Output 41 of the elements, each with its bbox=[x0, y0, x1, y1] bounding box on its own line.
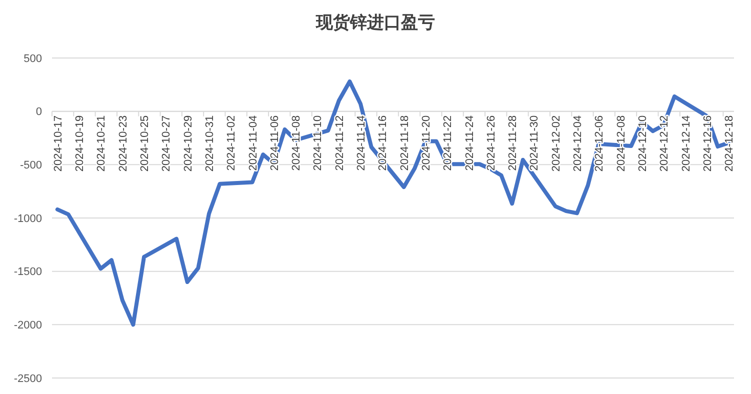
x-tick-label: 2024-10-17 bbox=[52, 115, 64, 172]
x-tick-label: 2024-12-08 bbox=[615, 115, 628, 172]
x-tick-label: 2024-10-23 bbox=[117, 115, 130, 172]
x-tick-label: 2024-10-19 bbox=[74, 115, 86, 172]
y-tick-label: -500 bbox=[20, 160, 42, 172]
x-tick-label: 2024-10-29 bbox=[182, 115, 194, 172]
x-tick-label: 2024-11-30 bbox=[528, 115, 541, 171]
x-tick-label: 2024-12-02 bbox=[550, 115, 562, 172]
x-tick-label: 2024-11-04 bbox=[247, 115, 260, 171]
x-tick-label: 2024-12-12 bbox=[658, 115, 671, 172]
x-tick-label: 2024-11-24 bbox=[464, 115, 476, 171]
x-tick-label: 2024-10-31 bbox=[204, 115, 216, 172]
x-tick-label: 2024-12-16 bbox=[702, 115, 714, 172]
line-series bbox=[55, 79, 731, 327]
x-tick-label: 2024-11-16 bbox=[377, 115, 390, 171]
x-tick-label: 2024-11-18 bbox=[398, 115, 411, 171]
y-tick-label: 0 bbox=[36, 106, 42, 118]
x-tick-label: 2024-11-12 bbox=[334, 115, 346, 171]
chart-title: 现货锌进口盈亏 bbox=[315, 13, 435, 32]
y-tick-label: -1000 bbox=[14, 212, 42, 225]
y-tick-label: -1500 bbox=[14, 266, 42, 278]
x-tick-label: 2024-10-21 bbox=[96, 115, 108, 172]
x-tick-label: 2024-12-18 bbox=[724, 115, 736, 172]
x-tick-label: 2024-11-22 bbox=[442, 115, 454, 171]
x-tick-label: 2024-11-06 bbox=[268, 115, 281, 171]
x-tick-label: 2024-12-14 bbox=[680, 115, 692, 172]
y-tick-label: -2500 bbox=[14, 372, 42, 385]
x-tick-label: 2024-12-04 bbox=[572, 115, 584, 172]
x-tick-label: 2024-12-10 bbox=[636, 115, 649, 172]
x-tick-label: 2024-11-08 bbox=[290, 115, 303, 171]
x-tick-label: 2024-10-27 bbox=[160, 115, 173, 172]
x-tick-label: 2024-12-06 bbox=[594, 115, 606, 172]
x-tick-label: 2024-11-10 bbox=[312, 115, 324, 171]
y-tick-label: 500 bbox=[24, 52, 42, 65]
x-tick-label: 2024-11-02 bbox=[226, 115, 238, 171]
x-tick-label: 2024-11-14 bbox=[356, 115, 368, 171]
x-tick-label: 2024-10-25 bbox=[139, 115, 152, 172]
x-tick-label: 2024-11-20 bbox=[420, 115, 432, 171]
x-tick-label: 2024-11-28 bbox=[507, 115, 520, 171]
y-tick-label: -2000 bbox=[14, 320, 42, 332]
x-tick-label: 2024-11-26 bbox=[485, 115, 498, 171]
